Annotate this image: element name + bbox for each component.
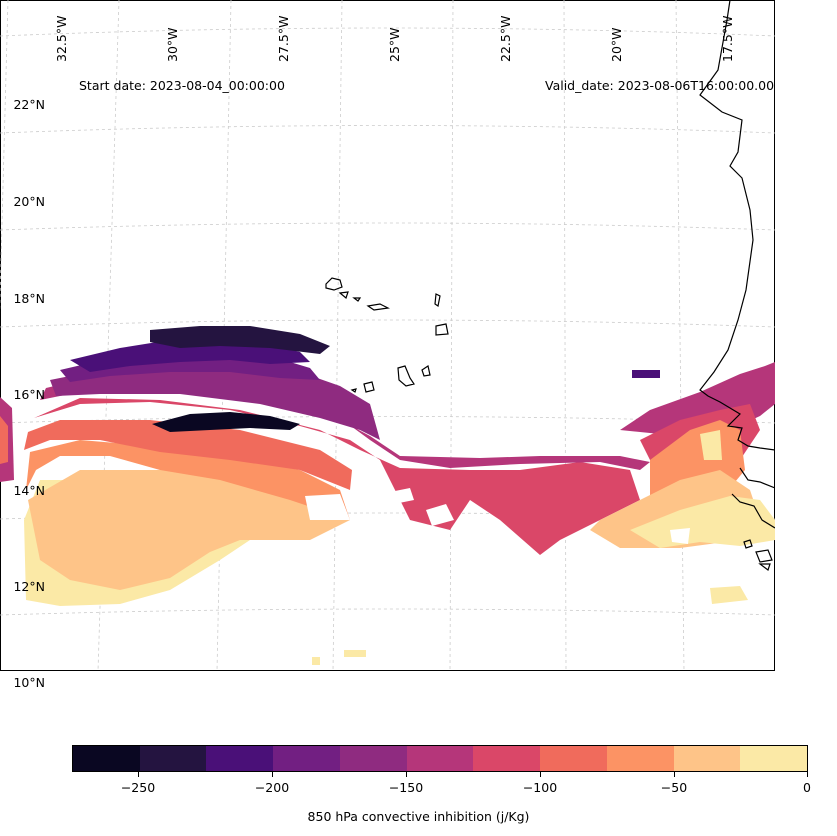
lon-label: 32.5°W (54, 15, 69, 62)
lat-label: 12°N (13, 579, 45, 594)
gap-mid2 (426, 504, 454, 526)
gap-south (240, 548, 320, 570)
lon-label: 17.5°W (720, 15, 735, 62)
band-minus25 (28, 470, 350, 590)
lon-label: 20°W (609, 27, 624, 62)
band-minus150 (50, 362, 380, 440)
start-date-label: Start date: 2023-08-04_00:00:00 (79, 78, 285, 93)
speck-1 (312, 657, 320, 665)
colorbar-segment (339, 746, 407, 771)
island-brava (350, 388, 357, 393)
band-minus225 (150, 326, 330, 354)
band-minus100 (34, 398, 640, 555)
gap-central (305, 494, 350, 520)
colorbar-tick (406, 772, 407, 777)
colorbar-tick-label: −150 (388, 780, 424, 795)
colorbar-segment (606, 746, 674, 771)
east-outer-bar (632, 370, 660, 378)
colorbar-segment (206, 746, 274, 771)
lat-label: 10°N (13, 675, 45, 690)
lon-label: 30°W (165, 27, 180, 62)
colorbar-segment (540, 746, 607, 771)
colorbar-tick (138, 772, 139, 777)
colorbar-title: 850 hPa convective inhibition (j/Kg) (307, 809, 530, 824)
lon-label: 25°W (387, 27, 402, 62)
colorbar-tick-label: −200 (254, 780, 290, 795)
gap-mid (390, 488, 414, 504)
colorbar-tick (674, 772, 675, 777)
colorbar-segment (139, 746, 207, 771)
valid-date-label: Valid_date: 2023-08-06T16:00:00.00 (545, 78, 775, 93)
band-minus250 (152, 412, 300, 432)
east-blank (670, 528, 690, 544)
bijagos-2 (755, 549, 773, 563)
east-light (630, 496, 775, 548)
island-santo-antao (325, 277, 343, 291)
colorbar-segment (406, 746, 474, 771)
colorbar (72, 745, 808, 772)
map-panel[interactable] (0, 0, 775, 671)
lat-label: 16°N (13, 387, 45, 402)
island-sao-nicolau (366, 303, 390, 311)
colorbar-tick-label: −50 (660, 780, 688, 795)
bijagos-3 (758, 563, 771, 571)
colorbar-segment (673, 746, 741, 771)
colorbar-segment (473, 746, 541, 771)
colorbar-segment (73, 746, 140, 771)
colorbar-segment (740, 746, 808, 771)
colorbar-tick-label: −100 (522, 780, 558, 795)
colorbar-tick (540, 772, 541, 777)
island-santa-luzia (352, 297, 362, 302)
east-speck (710, 586, 748, 604)
west-strip-inner (0, 416, 8, 464)
island-boa-vista (435, 323, 449, 336)
colorbar-tick (272, 772, 273, 777)
lon-label: 27.5°W (276, 15, 291, 62)
cin-contour-map (0, 0, 775, 671)
cin-contours (0, 326, 775, 665)
island-sao-vicente (338, 291, 349, 300)
colorbar-tick-label: −250 (120, 780, 156, 795)
east-pocket (700, 430, 722, 460)
speck-2 (344, 650, 366, 657)
island-maio (421, 365, 431, 377)
lon-label: 22.5°W (498, 15, 513, 62)
lat-label: 20°N (13, 194, 45, 209)
bijagos-1 (743, 539, 753, 549)
colorbar-tick-label: 0 (803, 780, 811, 795)
island-santiago (397, 365, 415, 387)
band-minus50 (26, 440, 350, 520)
lat-label: 18°N (13, 291, 45, 306)
colorbar-tick (807, 772, 808, 777)
island-sal (434, 293, 441, 307)
island-fogo (363, 381, 375, 393)
coastline (325, 0, 775, 571)
africa-coast (699, 0, 775, 529)
lat-label: 14°N (13, 483, 45, 498)
colorbar-segment (273, 746, 340, 771)
band-minus75 (24, 420, 352, 490)
lat-label: 22°N (13, 97, 45, 112)
